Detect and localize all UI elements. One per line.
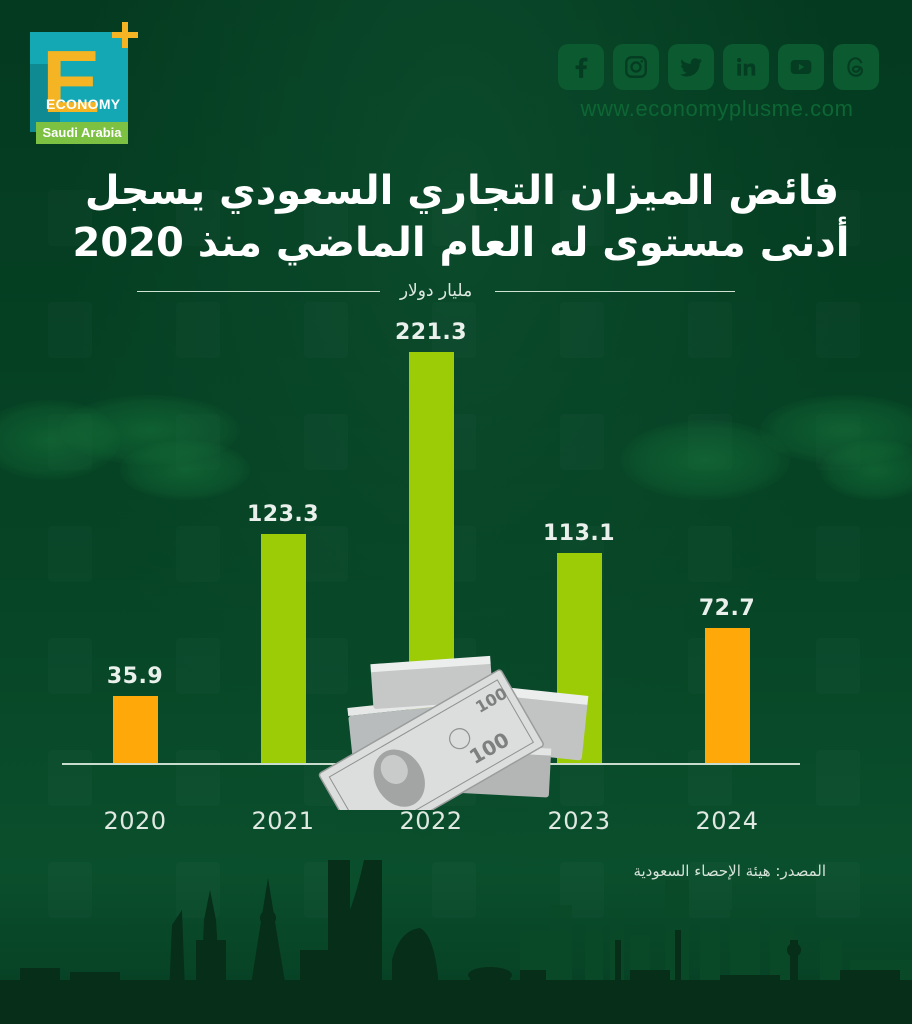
source-note: المصدر: هيئة الإحصاء السعودية	[633, 862, 826, 880]
watermark-tile	[176, 526, 220, 582]
youtube-icon[interactable]	[778, 44, 824, 90]
logo-letter: E	[42, 32, 101, 131]
bar-value-label: 113.1	[542, 521, 616, 546]
bar-2020	[113, 696, 158, 763]
bar-value-label: 221.3	[394, 320, 468, 345]
logo-word: ECONOMY	[46, 96, 121, 112]
watermark-tile	[176, 750, 220, 806]
watermark-tile	[688, 302, 732, 358]
cloud-decoration	[120, 440, 250, 500]
watermark-tile	[304, 302, 348, 358]
watermark-tile	[304, 414, 348, 470]
x-axis-tick-label: 2023	[547, 807, 611, 835]
cloud-decoration	[820, 440, 912, 500]
watermark-tile	[48, 526, 92, 582]
money-stack-illustration: 100 100	[318, 655, 589, 810]
watermark-tile	[816, 302, 860, 358]
website-url[interactable]: www.economyplusme.com	[580, 96, 854, 121]
instagram-icon[interactable]	[613, 44, 659, 90]
economy-plus-logo: E ECONOMY Saudi Arabia	[30, 22, 140, 144]
bar-value-label: 72.7	[698, 596, 756, 621]
divider-line	[137, 291, 380, 292]
divider-line	[495, 291, 735, 292]
logo-region: Saudi Arabia	[36, 122, 128, 144]
bar-2024	[705, 628, 750, 763]
watermark-tile	[560, 302, 604, 358]
unit-label: مليار دولار	[399, 281, 473, 301]
social-links	[558, 44, 879, 90]
watermark-tile	[48, 302, 92, 358]
watermark-tile	[816, 638, 860, 694]
x-axis-tick-label: 2020	[103, 807, 167, 835]
threads-icon[interactable]	[833, 44, 879, 90]
facebook-icon[interactable]	[558, 44, 604, 90]
title-line-2: أدنى مستوى له العام الماضي منذ 2020	[72, 220, 850, 266]
x-axis-tick-label: 2021	[251, 807, 315, 835]
watermark-tile	[48, 750, 92, 806]
watermark-tile	[688, 526, 732, 582]
riyadh-skyline-silhouette	[0, 860, 912, 1024]
plus-icon	[112, 22, 138, 48]
watermark-tile	[816, 750, 860, 806]
twitter-icon[interactable]	[668, 44, 714, 90]
linkedin-icon[interactable]	[723, 44, 769, 90]
logo-shadow	[30, 64, 60, 132]
watermark-tile	[560, 414, 604, 470]
watermark-tile	[304, 526, 348, 582]
bar-value-label: 123.3	[246, 502, 320, 527]
chart-title: فائض الميزان التجاري السعودي يسجل أدنى م…	[0, 165, 912, 269]
x-axis-tick-label: 2022	[399, 807, 463, 835]
bar-2021	[261, 534, 306, 763]
unit-row: مليار دولار	[137, 280, 735, 304]
bar-value-label: 35.9	[106, 664, 164, 689]
x-axis-tick-label: 2024	[695, 807, 759, 835]
watermark-tile	[176, 302, 220, 358]
title-line-1: فائض الميزان التجاري السعودي يسجل	[84, 168, 840, 214]
watermark-tile	[816, 526, 860, 582]
